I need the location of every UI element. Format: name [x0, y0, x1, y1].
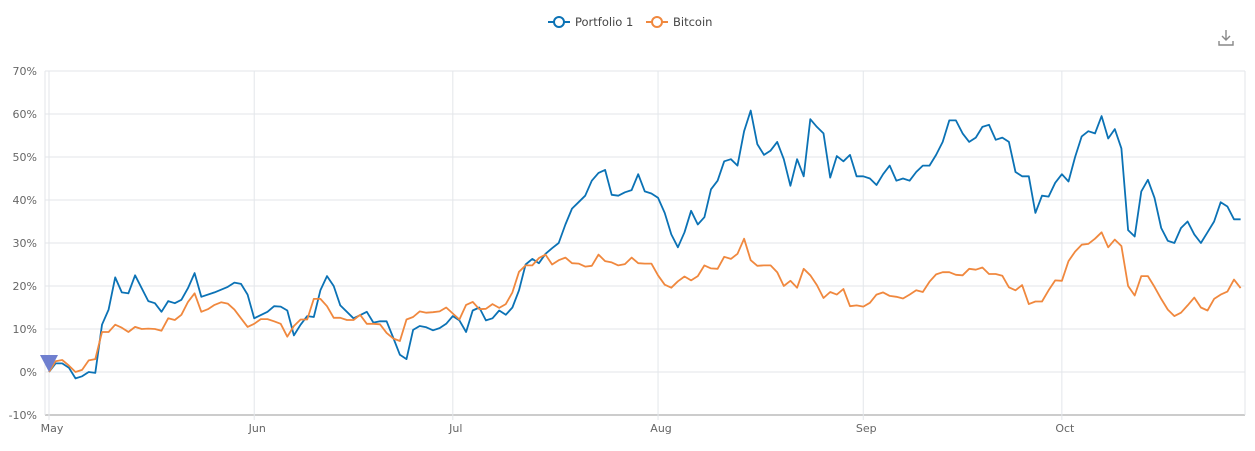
y-axis: 70% 60% 50% 40% 30% 20% 10% 0% -10%	[9, 65, 37, 422]
start-marker-icon	[40, 355, 58, 372]
y-tick-label: 40%	[13, 194, 37, 207]
y-tick-label: 0%	[20, 366, 37, 379]
y-tick-label: 30%	[13, 237, 37, 250]
x-axis: May Jun Jul Aug Sep Oct	[41, 422, 1075, 435]
legend-item[interactable]: Portfolio 1	[548, 15, 633, 29]
download-icon[interactable]	[1215, 26, 1237, 48]
series-line-portfolio-1	[48, 109, 1241, 380]
x-tick-label: Oct	[1055, 422, 1075, 435]
y-tick-label: -10%	[9, 409, 37, 422]
y-tick-label: 10%	[13, 323, 37, 336]
x-tick-label: May	[41, 422, 64, 435]
x-tick-label: Aug	[650, 422, 671, 435]
x-tick-label: Jun	[248, 422, 266, 435]
legend: Portfolio 1 Bitcoin	[548, 15, 712, 29]
legend-label: Bitcoin	[673, 15, 712, 29]
legend-marker-icon	[651, 16, 663, 28]
legend-label: Portfolio 1	[575, 15, 633, 29]
y-tick-label: 60%	[13, 108, 37, 121]
series-lines	[40, 109, 1242, 380]
y-tick-label: 50%	[13, 151, 37, 164]
series-line-bitcoin	[48, 231, 1242, 373]
y-tick-label: 70%	[13, 65, 37, 78]
grid	[44, 70, 1246, 420]
legend-item[interactable]: Bitcoin	[646, 15, 712, 29]
x-tick-label: Sep	[856, 422, 877, 435]
y-tick-label: 20%	[13, 280, 37, 293]
x-tick-label: Jul	[448, 422, 462, 435]
legend-marker-icon	[553, 16, 565, 28]
